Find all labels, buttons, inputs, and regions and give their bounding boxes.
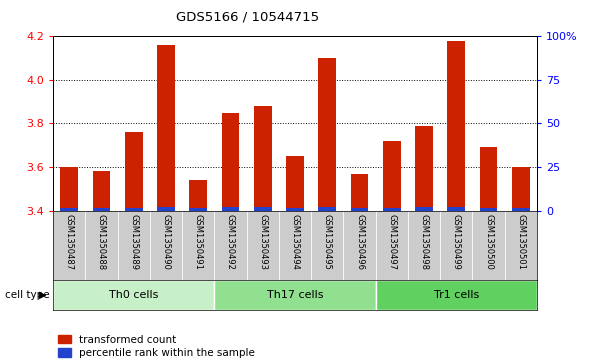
Bar	[60, 208, 78, 211]
Text: GSM1350494: GSM1350494	[290, 214, 300, 270]
Text: Th17 cells: Th17 cells	[267, 290, 323, 300]
Bar	[376, 280, 537, 310]
Bar	[254, 207, 271, 211]
Text: Tr1 cells: Tr1 cells	[434, 290, 479, 300]
Text: ▶: ▶	[40, 290, 47, 300]
Text: GSM1350499: GSM1350499	[452, 214, 461, 270]
Bar	[189, 208, 207, 211]
Bar	[157, 207, 175, 211]
Bar	[93, 208, 110, 211]
Bar	[53, 280, 214, 310]
Bar	[93, 171, 110, 211]
Bar	[480, 147, 497, 211]
Text: GSM1350500: GSM1350500	[484, 214, 493, 270]
Bar	[512, 208, 530, 211]
Text: GSM1350490: GSM1350490	[162, 214, 171, 270]
Bar	[383, 208, 401, 211]
Bar	[447, 41, 465, 211]
Text: GSM1350488: GSM1350488	[97, 214, 106, 270]
Bar	[319, 207, 336, 211]
Text: GSM1350498: GSM1350498	[419, 214, 428, 270]
Bar	[512, 167, 530, 211]
Bar	[222, 113, 240, 211]
Bar	[222, 207, 240, 211]
Text: GSM1350501: GSM1350501	[516, 214, 525, 270]
Bar	[350, 174, 368, 211]
Bar	[60, 167, 78, 211]
Text: GSM1350493: GSM1350493	[258, 214, 267, 270]
Text: GSM1350489: GSM1350489	[129, 214, 138, 270]
Text: GSM1350487: GSM1350487	[65, 214, 74, 270]
Bar	[214, 280, 376, 310]
Bar	[415, 207, 433, 211]
Bar	[125, 132, 143, 211]
Bar	[286, 208, 304, 211]
Text: GDS5166 / 10544715: GDS5166 / 10544715	[176, 11, 319, 24]
Bar	[125, 208, 143, 211]
Bar	[480, 208, 497, 211]
Bar	[350, 208, 368, 211]
Text: cell type: cell type	[5, 290, 50, 300]
Legend: transformed count, percentile rank within the sample: transformed count, percentile rank withi…	[58, 335, 255, 358]
Bar	[319, 58, 336, 211]
Bar	[157, 45, 175, 211]
Text: GSM1350495: GSM1350495	[323, 214, 332, 270]
Bar	[383, 141, 401, 211]
Text: GSM1350491: GSM1350491	[194, 214, 203, 270]
Bar	[254, 106, 271, 211]
Bar	[286, 156, 304, 211]
Bar	[447, 207, 465, 211]
Bar	[415, 126, 433, 211]
Text: GSM1350496: GSM1350496	[355, 214, 364, 270]
Text: GSM1350497: GSM1350497	[387, 214, 396, 270]
Text: Th0 cells: Th0 cells	[109, 290, 159, 300]
Text: GSM1350492: GSM1350492	[226, 214, 235, 270]
Bar	[189, 180, 207, 211]
